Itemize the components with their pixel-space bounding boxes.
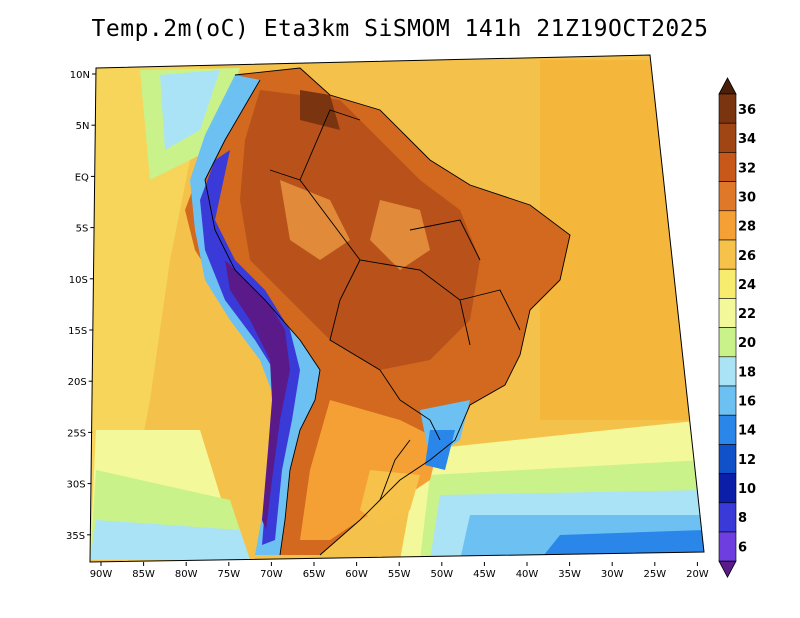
colorbar-swatch [718,473,737,504]
lon-tick-label: 40W [516,569,539,580]
colorbar-swatch [718,181,737,212]
colorbar-swatch [718,122,737,153]
colorbar-max-arrow [718,77,737,95]
lon-tick-label: 75W [217,569,240,580]
lat-tick-label: 10N [70,70,90,81]
colorbar-swatch [718,152,737,182]
colorbar-swatch [718,210,737,241]
colorbar-label: 20 [738,336,756,351]
lat-tick-label: 10S [69,275,88,286]
lat-tick-label: 20S [68,377,87,388]
lon-tick-label: 60W [345,569,368,580]
lat-tick-label: 15S [68,326,87,337]
colorbar-swatch [718,502,737,533]
colorbar-label: 24 [738,278,756,293]
colorbar-label: 10 [738,482,756,497]
colorbar-label: 18 [738,365,756,380]
lon-tick-label: 80W [175,569,198,580]
colorbar-swatch [718,414,737,445]
lon-tick-label: 35W [558,569,581,580]
colorbar-label: 6 [738,540,747,555]
colorbar-label: 32 [738,161,756,176]
colorbar-label: 8 [738,511,747,526]
colorbar-label: 30 [738,190,756,205]
colorbar-label: 34 [738,132,756,147]
lon-tick-label: 70W [260,569,283,580]
colorbar-swatch [718,444,737,474]
lat-tick-label: 5N [76,121,90,132]
lat-tick-label: 35S [66,531,85,542]
colorbar-label: 36 [738,103,756,118]
lon-tick-label: 55W [388,569,411,580]
colorbar-label: 16 [738,395,756,410]
colorbar-swatch [718,239,737,270]
temperature-field [90,55,704,562]
map-title: Temp.2m(oC) Eta3km SiSMOM 141h 21Z19OCT2… [91,16,709,42]
colorbar-swatch [718,93,737,124]
colorbar-swatch [718,327,737,358]
colorbar-label: 28 [738,220,756,235]
lon-tick-label: 20W [686,569,709,580]
colorbar-swatch [718,268,737,299]
colorbar-label: 14 [738,424,756,439]
colorbar-swatch [718,298,737,328]
lon-tick-label: 90W [90,569,113,580]
lon-tick-label: 65W [303,569,326,580]
lon-tick-label: 50W [430,569,453,580]
latitude-axis: 10N 5N EQ 5S 10S 15S 20S 25S 30S 35S [66,70,96,542]
colorbar-swatch [718,385,737,416]
colorbar-swatch [718,531,737,562]
colorbar-min-arrow [718,560,737,579]
colorbar-swatch [718,356,737,387]
lon-tick-label: 30W [601,569,624,580]
lat-tick-label: EQ [75,172,89,183]
lon-tick-label: 25W [643,569,666,580]
lat-tick-label: 25S [67,428,86,439]
map-frame [89,54,705,563]
lon-tick-label: 85W [132,569,155,580]
longitude-axis: 90W 85W 80W 75W 70W 65W 60W 55W 50W 45W 40W 35W 30W 2… [90,562,709,580]
lat-tick-label: 30S [67,480,86,491]
colorbar-label: 12 [738,453,756,468]
lon-tick-label: 45W [473,569,496,580]
color-scale-bar: 36 34 32 30 28 26 24 22 20 18 16 14 12 10 8 6 [718,77,756,579]
colorbar-label: 26 [738,249,756,264]
lat-tick-label: 5S [76,224,89,235]
colorbar-label: 22 [738,307,756,322]
